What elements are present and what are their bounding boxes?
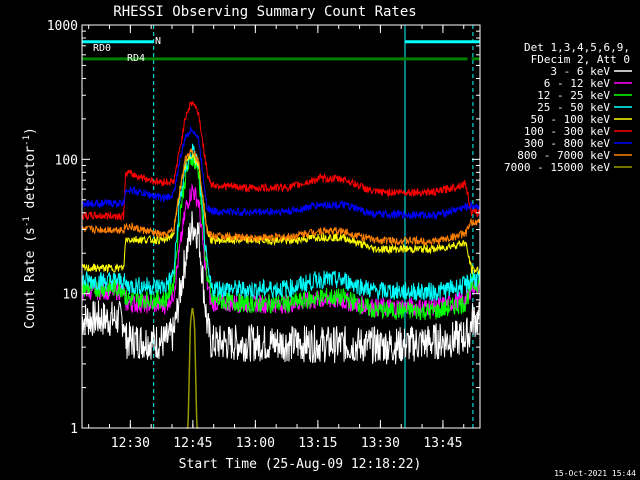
x-tick-label-2: 12:45 [173,436,212,451]
annotation-n-label: N [155,36,161,47]
chart-title: RHESSI Observing Summary Count Rates [113,4,416,20]
legend-label-6: 100 - 300 keV [524,125,610,138]
legend-label-7: 300 - 800 keV [524,137,610,150]
legend-label-2: 6 - 12 keV [544,77,611,90]
series-line-1 [81,211,481,365]
series-line-4 [81,143,481,303]
series-line-3 [81,153,481,321]
series-line-7 [81,126,481,221]
legend-header-line-2: FDecim 2, Att 0 [531,53,630,66]
legend-label-8: 800 - 7000 keV [517,149,610,162]
legend-label-1: 3 - 6 keV [550,65,610,78]
x-axis-label: Start Time (25-Aug-09 12:18:22) [179,457,422,472]
series-group [81,101,481,429]
annotation-rd4-label: RD4 [127,53,145,64]
legend-label-9: 7000 - 15000 keV [504,161,610,174]
legend-label-3: 12 - 25 keV [537,89,610,102]
x-tick-label-1: 12:30 [111,436,150,451]
y-tick-label-3: 100 [55,153,78,168]
axis-ticks: 12:30 12:45 13:00 13:15 13:30 13:45 1 10 100 1000 [47,19,480,451]
y-tick-label-4: 1000 [47,19,78,34]
y-axis-label: Count Rate (s-1 detector-1) [22,127,38,329]
series-line-8 [81,148,481,247]
series-line-9 [186,307,199,429]
plot-frame [81,24,481,429]
annotation-bars: RD0 RD4 N [82,36,480,64]
annotation-rd0-label: RD0 [93,43,111,54]
legend-label-5: 50 - 100 keV [531,113,611,126]
y-tick-label-2: 10 [62,288,78,303]
x-tick-label-3: 13:00 [236,436,275,451]
legend-header-line-1: Det 1,3,4,5,6,9, [524,41,630,54]
legend-label-4: 25 - 50 keV [537,101,610,114]
footer-timestamp: 15-Oct-2021 15:44 [554,469,636,478]
x-tick-label-5: 13:30 [361,436,400,451]
y-tick-label-1: 1 [70,422,78,437]
x-tick-label-4: 13:15 [298,436,337,451]
x-tick-label-6: 13:45 [423,436,462,451]
vertical-markers [153,25,474,428]
series-line-6 [81,101,481,222]
